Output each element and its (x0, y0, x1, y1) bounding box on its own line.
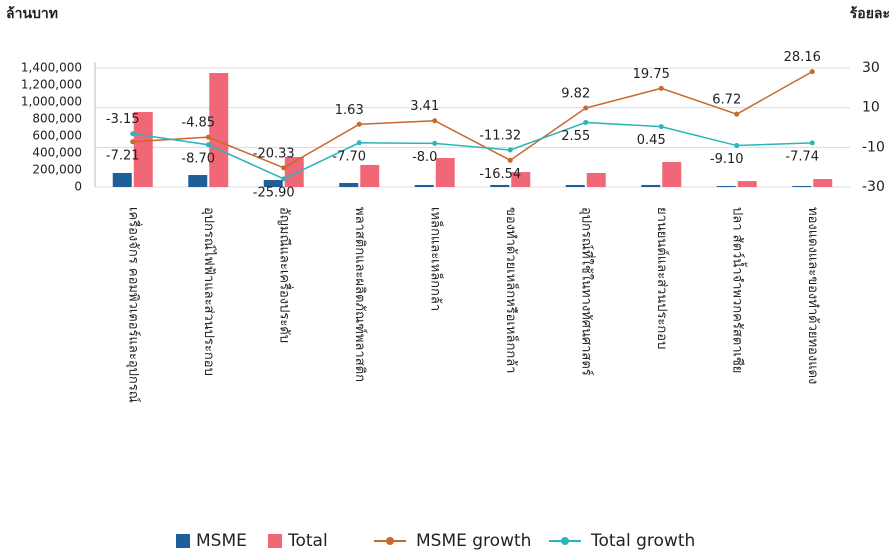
y-tick-label: 0 (74, 180, 82, 194)
x-tick-label: เหล็กและเหล็กกล้า (427, 207, 445, 311)
x-tick-label: พลาสติกและผลิตภัณฑ์พลาสติก (352, 207, 368, 382)
line-marker (507, 147, 513, 153)
legend-label: MSME growth (416, 531, 531, 551)
y2-tick-label: 30 (862, 60, 880, 76)
bar (112, 172, 132, 187)
data-label: -11.32 (479, 128, 521, 143)
line-marker (809, 69, 815, 75)
line-marker (205, 142, 211, 148)
data-label: -7.21 (106, 148, 140, 163)
data-label: -25.90 (253, 185, 295, 200)
legend-swatch-dot (561, 537, 569, 545)
bar (360, 164, 380, 187)
bar (716, 185, 736, 187)
line-marker (734, 143, 740, 149)
bar (813, 179, 833, 187)
y-tick-label: 1,200,000 (21, 78, 82, 92)
data-label: 19.75 (633, 67, 670, 82)
y2-axis-title: ร้อยละ (850, 6, 890, 22)
bar (641, 184, 661, 187)
line-marker (281, 176, 287, 182)
line-marker (658, 85, 664, 91)
y2-tick-label: -30 (862, 179, 885, 195)
data-label: 9.82 (561, 87, 590, 102)
line (132, 70, 813, 169)
data-label: -3.15 (106, 112, 140, 127)
bar (414, 184, 434, 187)
line-marker (583, 119, 589, 125)
y2-tick-label: -10 (862, 139, 885, 155)
line-marker (432, 118, 438, 124)
bar (263, 180, 283, 187)
bar (586, 172, 606, 187)
data-label: 2.55 (561, 129, 590, 144)
x-tick-label: เครื่องจักร คอมพิวเตอร์และอุปกรณ์ (125, 207, 142, 403)
data-label: -8.0 (412, 150, 437, 165)
y-tick-label: 1,400,000 (21, 61, 82, 75)
y-tick-label: 200,000 (32, 163, 82, 177)
data-label: -16.54 (479, 167, 521, 182)
line-marker (130, 139, 136, 145)
data-label: 0.45 (637, 133, 666, 148)
bar (490, 184, 510, 187)
line-marker (809, 140, 815, 146)
data-label: -7.74 (785, 149, 819, 164)
x-tick-label: อุปกรณ์ที่ใช้ในทางทัศนศาสตร์ (578, 207, 595, 376)
line-marker (734, 111, 740, 117)
data-label: 3.41 (410, 99, 439, 114)
bar (209, 73, 229, 187)
x-tick-label: อัญมณีและเครื่องประดับ (276, 207, 293, 343)
data-label: 1.63 (335, 103, 364, 118)
y-axis-title: ล้านบาท (6, 6, 58, 22)
line-marker (507, 157, 513, 163)
bar (737, 181, 757, 187)
line-marker (432, 140, 438, 146)
legend-label: Total (287, 531, 328, 551)
bar (511, 172, 531, 187)
y-tick-label: 800,000 (32, 112, 82, 126)
legend-swatch (268, 534, 282, 548)
legend-swatch (176, 534, 190, 548)
data-label: -8.70 (181, 151, 215, 166)
bar (662, 162, 682, 187)
line-marker (205, 134, 211, 140)
data-label: 28.16 (784, 50, 821, 65)
line-marker (583, 105, 589, 111)
data-label: -9.10 (710, 152, 744, 167)
bar (792, 185, 812, 187)
legend-label: MSME (196, 531, 247, 551)
data-label: -4.85 (181, 116, 215, 131)
data-label: -7.70 (332, 149, 366, 164)
y-tick-label: 400,000 (32, 146, 82, 160)
legend-label: Total growth (590, 531, 695, 551)
x-tick-label: ยานยนต์และส่วนประกอบ (654, 207, 670, 349)
y2-tick-label: 10 (862, 100, 880, 116)
line-marker (130, 131, 136, 137)
bar (565, 184, 585, 187)
x-tick-label: ของทำด้วยเหล็กหรือเหล็กกล้า (503, 207, 521, 373)
bar (435, 158, 455, 187)
y-tick-label: 600,000 (32, 129, 82, 143)
x-tick-label: ปลา สัตว์น้ำจำพวกครัสตาเซีย (729, 207, 747, 373)
line-marker (356, 121, 362, 127)
y-tick-label: 1,000,000 (21, 95, 82, 109)
x-tick-label: อุปกรณ์ไฟฟ้าและส่วนประกอบ (201, 207, 217, 376)
data-label: 6.72 (712, 93, 741, 108)
line-marker (658, 124, 664, 130)
x-tick-label: ทองแดงและของทำด้วยทองแดง (805, 207, 820, 384)
bar (339, 183, 359, 187)
line (132, 121, 813, 180)
data-label: -20.33 (253, 146, 295, 161)
line-marker (281, 165, 287, 171)
bar (188, 175, 208, 187)
legend-swatch-dot (386, 537, 394, 545)
bar (133, 112, 153, 187)
line-marker (356, 140, 362, 146)
